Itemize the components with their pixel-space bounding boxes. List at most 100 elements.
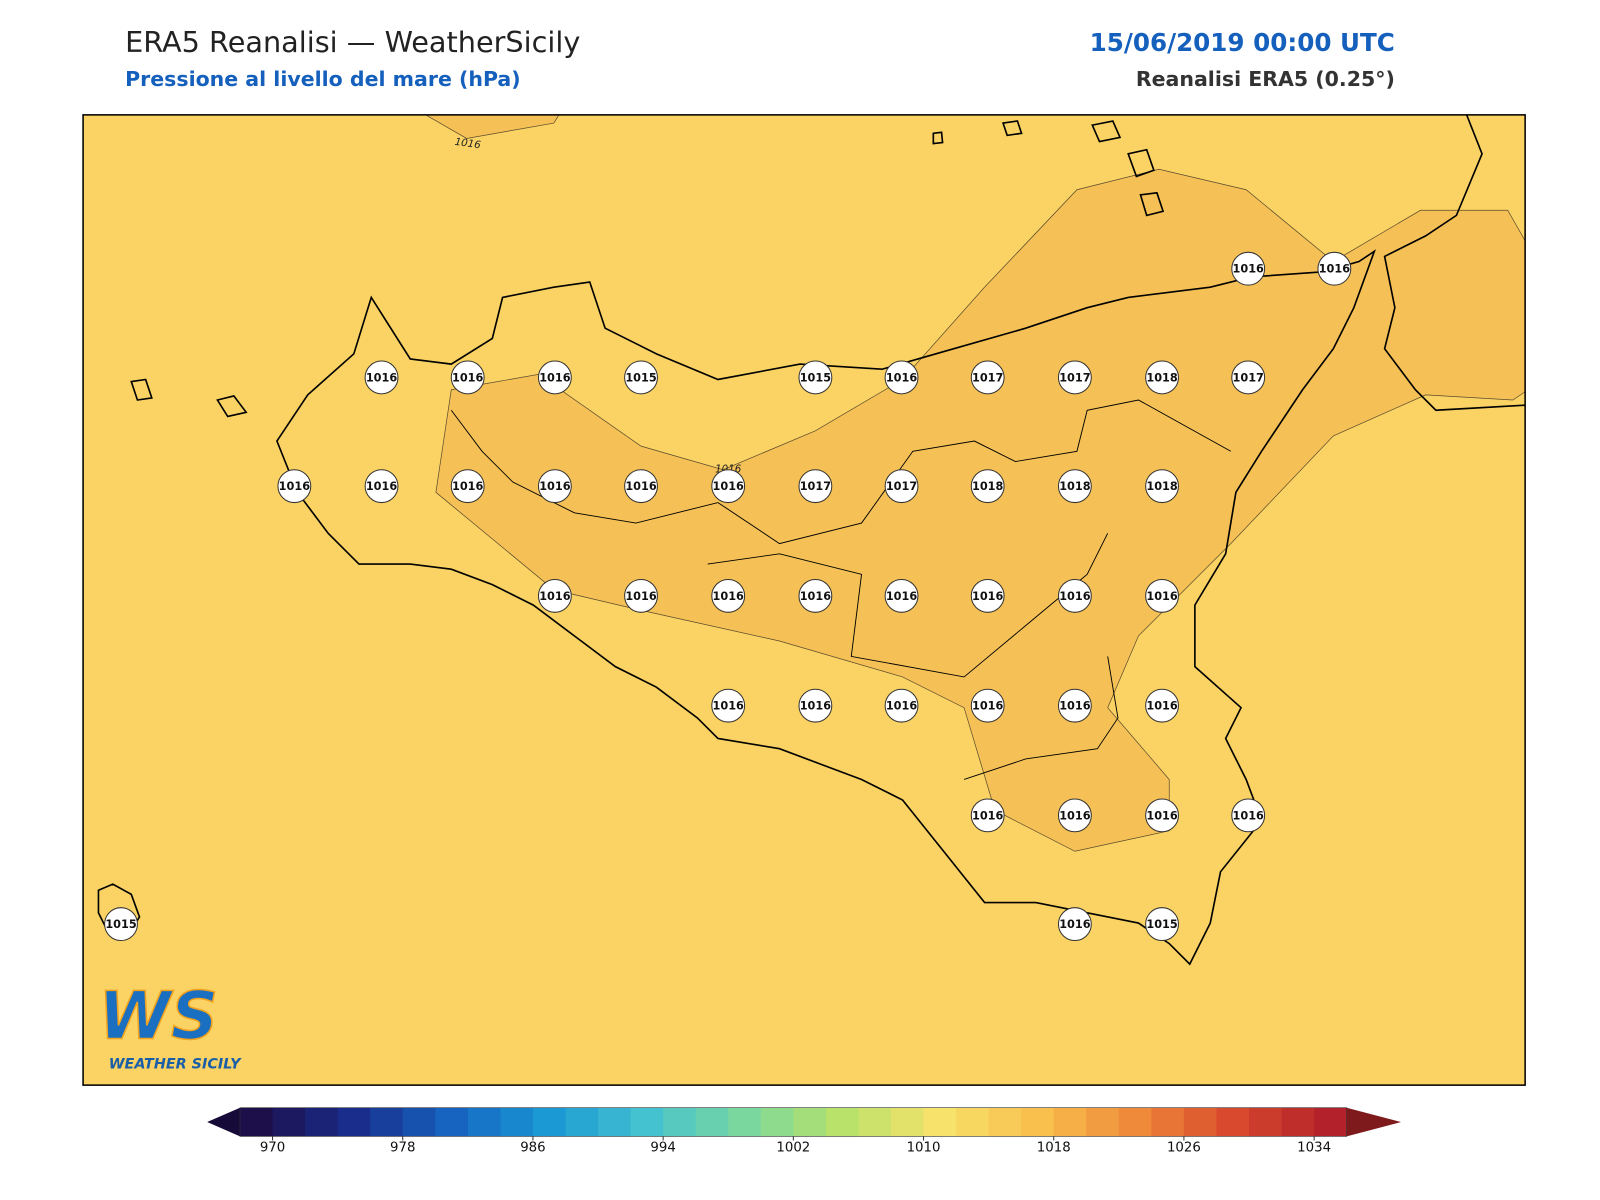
station-value: 1016 — [1146, 809, 1178, 822]
station-marker — [711, 469, 746, 504]
map-frame — [82, 114, 1526, 1086]
station-marker — [1145, 360, 1179, 395]
province-border — [963, 656, 1119, 780]
station-marker — [711, 578, 746, 613]
station-marker — [884, 688, 919, 723]
station-marker — [970, 798, 1005, 833]
region — [435, 168, 1526, 852]
colorbar-tick-label: 1018 — [1037, 1141, 1071, 1156]
station-value: 1016 — [713, 590, 745, 603]
station-value: 1016 — [366, 480, 398, 493]
station-value: 1016 — [452, 480, 484, 493]
station-marker — [970, 688, 1005, 723]
sicily-coast — [276, 249, 1376, 966]
station-marker — [624, 578, 658, 613]
colorbar-segment — [435, 1107, 469, 1137]
colorbar-tick-label: 1010 — [907, 1141, 941, 1156]
station-marker — [1057, 907, 1092, 942]
station-marker — [884, 360, 919, 395]
station-value: 1017 — [972, 371, 1003, 384]
station-value: 1016 — [625, 590, 657, 603]
colorbar-segment — [728, 1107, 762, 1137]
station-marker — [1145, 469, 1179, 504]
colorbar-tick-label: 1026 — [1167, 1141, 1201, 1156]
colorbar-segment — [1281, 1107, 1315, 1137]
colorbar-segment — [305, 1107, 339, 1137]
station-marker — [1057, 578, 1092, 613]
station-value: 1016 — [972, 590, 1004, 603]
stations: 1016 1016 1016 1016 1016 1015 1015 1016 1017 1017… — [104, 251, 1352, 942]
station-marker — [450, 360, 485, 395]
station-value: 1016 — [539, 480, 571, 493]
station-marker — [364, 469, 399, 504]
calabria-coast — [1383, 114, 1526, 412]
datetime: 15/06/2019 00:00 UTC — [1090, 28, 1395, 57]
island — [216, 394, 248, 418]
station-marker — [884, 578, 919, 613]
station-marker — [1231, 251, 1266, 286]
colorbar-segment — [663, 1107, 697, 1137]
island — [1127, 148, 1155, 178]
island — [130, 378, 153, 401]
station-marker — [450, 469, 485, 504]
colorbar-segment — [598, 1107, 632, 1137]
colorbar-segment — [1118, 1107, 1152, 1137]
colorbar-segment — [532, 1107, 567, 1137]
station-value: 1018 — [1059, 480, 1091, 493]
station-marker — [1057, 688, 1092, 723]
station-value: 1016 — [972, 809, 1004, 822]
station-value: 1016 — [366, 371, 398, 384]
station-value: 1015 — [625, 371, 657, 384]
station-value: 1016 — [1059, 918, 1091, 931]
colorbar-segment — [467, 1107, 501, 1137]
station-value: 1016 — [972, 700, 1004, 713]
station-value: 1017 — [800, 480, 831, 493]
station-marker — [537, 360, 572, 395]
station-value: 1016 — [713, 700, 745, 713]
colorbar-segment — [825, 1107, 859, 1137]
station-value: 1017 — [886, 480, 917, 493]
station-value: 1015 — [105, 918, 137, 931]
colorbar-segment — [1151, 1107, 1185, 1137]
station-value: 1016 — [1233, 809, 1265, 822]
station-value: 1016 — [1146, 590, 1178, 603]
logo: WS WEATHER SICILY — [98, 978, 242, 1073]
colorbar-segment — [1053, 1107, 1087, 1137]
station-value: 1016 — [800, 590, 832, 603]
source: Reanalisi ERA5 (0.25°) — [1136, 67, 1395, 91]
colorbar-segment — [565, 1107, 599, 1137]
colorbar-segment — [1086, 1107, 1120, 1137]
station-marker — [970, 469, 1005, 504]
station-value: 1018 — [1146, 480, 1178, 493]
station-marker — [970, 360, 1005, 395]
station-marker — [277, 469, 312, 504]
station-marker — [1145, 798, 1179, 833]
station-value: 1016 — [886, 700, 918, 713]
station-value: 1016 — [886, 590, 918, 603]
station-value: 1017 — [1059, 371, 1090, 384]
island — [1091, 120, 1122, 143]
colorbar-segment — [370, 1107, 404, 1137]
colorbar-extend-high — [1346, 1107, 1402, 1137]
colorbar-segment — [760, 1107, 794, 1137]
colorbar-tick-label: 994 — [650, 1141, 675, 1156]
station-value: 1015 — [1146, 918, 1178, 931]
station-value: 1016 — [886, 371, 918, 384]
colorbar: 970 978 986 994 1002 1010 1018 1026 1034 — [207, 1107, 1402, 1156]
station-marker — [624, 469, 658, 504]
colorbar-segment — [923, 1107, 957, 1137]
colorbar-extend-low — [207, 1107, 240, 1137]
station-value: 1017 — [1233, 371, 1264, 384]
station-marker — [1145, 688, 1179, 723]
station-value: 1016 — [800, 700, 832, 713]
colorbar-segment — [1249, 1107, 1283, 1137]
station-marker — [1231, 798, 1266, 833]
station-marker — [104, 907, 138, 942]
colorbar-segment — [695, 1107, 729, 1137]
station-value: 1016 — [1059, 700, 1091, 713]
station-marker — [1317, 251, 1352, 286]
colorbar-segment — [500, 1107, 534, 1137]
station-value: 1018 — [972, 480, 1004, 493]
station-value: 1016 — [1146, 700, 1178, 713]
